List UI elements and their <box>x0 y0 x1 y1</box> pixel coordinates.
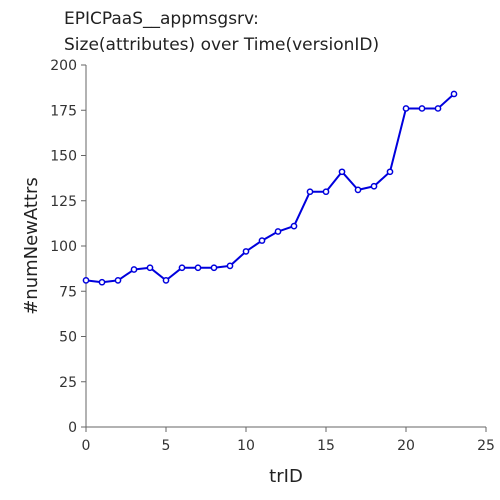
data-point <box>274 228 282 235</box>
data-point <box>226 262 234 270</box>
data-point <box>306 188 314 196</box>
data-point <box>194 264 202 272</box>
data-point <box>434 105 442 112</box>
data-point <box>210 264 218 272</box>
data-point <box>290 222 298 230</box>
chart-title-line-2: Size(attributes) over Time(versionID) <box>64 35 379 55</box>
x-tick-label: 5 <box>162 438 171 454</box>
y-tick-label: 75 <box>59 284 77 300</box>
data-point <box>162 277 170 284</box>
y-tick-label: 100 <box>50 239 77 255</box>
data-point <box>130 266 138 273</box>
chart-title-line-1: EPICPaaS__appmsgsrv: <box>64 9 259 29</box>
y-tick-label: 200 <box>50 58 77 74</box>
data-point <box>338 168 346 176</box>
data-point <box>386 168 394 176</box>
x-axis-ticks: 0 5 10 15 20 25 <box>82 427 495 454</box>
data-point <box>114 277 122 284</box>
data-point <box>322 188 330 196</box>
data-point <box>242 248 250 255</box>
x-tick-label: 0 <box>82 438 91 454</box>
data-point <box>178 264 186 272</box>
chart-title: EPICPaaS__appmsgsrv: Size(attributes) ov… <box>64 9 379 55</box>
y-tick-label: 50 <box>59 330 77 346</box>
plot-area <box>82 90 458 286</box>
x-tick-label: 15 <box>317 438 335 454</box>
axes <box>85 65 486 428</box>
data-point <box>450 90 458 98</box>
x-axis-label: trID <box>269 466 303 487</box>
series-line <box>85 93 455 284</box>
data-point <box>402 105 410 112</box>
y-tick-label: 25 <box>59 375 77 391</box>
y-axis-ticks: 0 25 50 75 100 125 150 175 200 <box>50 58 86 436</box>
x-tick-label: 25 <box>477 438 495 454</box>
x-tick-label: 20 <box>397 438 415 454</box>
data-point <box>418 105 426 112</box>
data-point <box>98 278 106 286</box>
data-point <box>146 264 154 272</box>
y-tick-label: 0 <box>68 420 77 436</box>
y-tick-label: 125 <box>50 194 77 210</box>
data-point <box>370 182 378 190</box>
x-tick-label: 10 <box>237 438 255 454</box>
y-axis-label: #numNewAttrs <box>21 177 42 315</box>
y-tick-label: 150 <box>50 149 77 165</box>
y-tick-label: 175 <box>50 103 77 119</box>
data-point <box>354 186 362 194</box>
data-point <box>258 237 266 244</box>
data-point <box>82 277 90 284</box>
